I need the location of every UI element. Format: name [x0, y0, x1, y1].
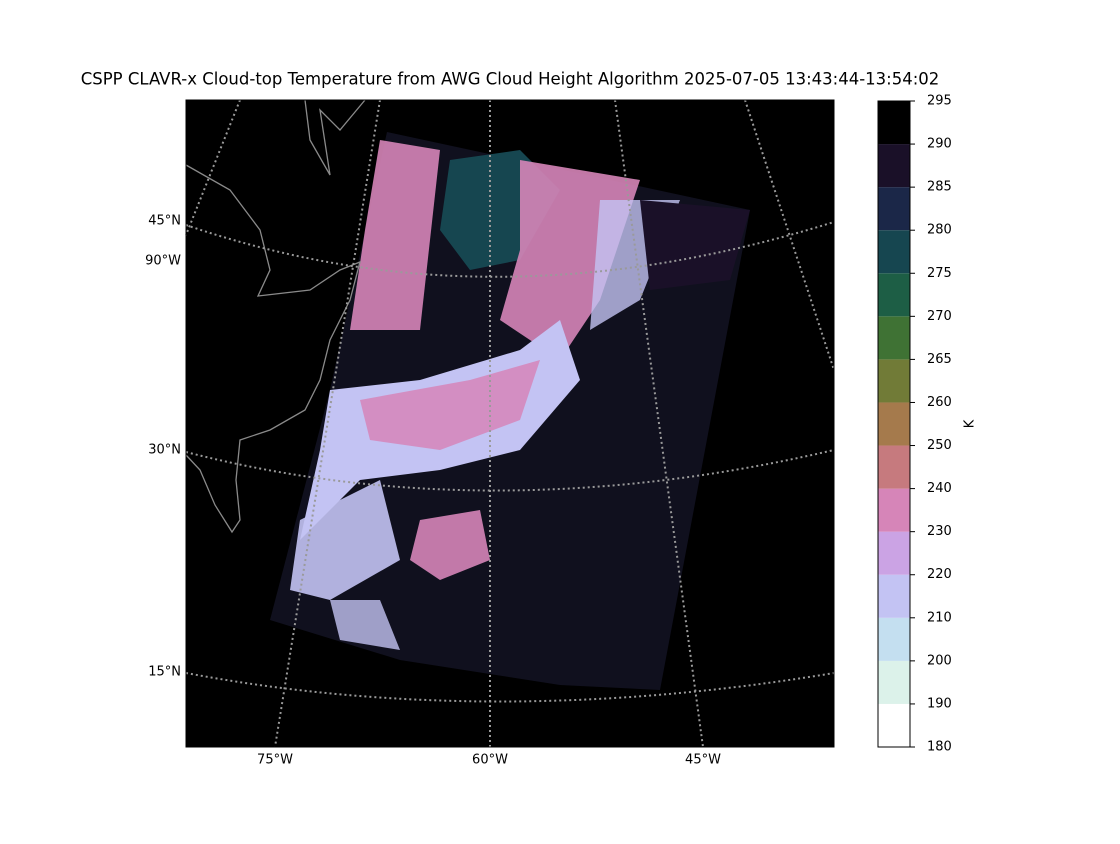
lon-label: 75°W: [257, 753, 293, 768]
colorbar-segment: [878, 187, 910, 231]
colorbar-segment: [878, 703, 910, 747]
lat-label: 15°N: [148, 665, 181, 680]
graticule: [744, 99, 835, 371]
colorbar-segment: [878, 488, 910, 532]
graticule: [185, 221, 835, 278]
colorbar-segment: [878, 531, 910, 575]
satellite-swath: [270, 132, 750, 690]
colorbar-tick-label: 295: [927, 94, 952, 109]
colorbar-segment: [878, 273, 910, 317]
colorbar-segment: [878, 617, 910, 661]
colorbar-tick-label: 220: [927, 567, 952, 582]
colorbar-frame: [877, 100, 911, 748]
title: CSPP CLAVR-x Cloud-top Temperature from …: [81, 70, 940, 89]
lat-label: 30°N: [148, 443, 181, 458]
colorbar-segment: [878, 359, 910, 403]
lon-label: 60°W: [472, 753, 508, 768]
graticule: [274, 99, 381, 748]
map-frame: [185, 99, 835, 748]
colorbar-tick-label: 210: [927, 610, 952, 625]
colorbar-tick-label: 180: [927, 740, 952, 755]
colorbar-segment: [878, 445, 910, 489]
lon-label: 90°W: [145, 254, 181, 269]
colorbar-segment: [878, 101, 910, 145]
colorbar-tick-label: 280: [927, 223, 952, 238]
coastline: [185, 164, 361, 534]
colorbar-tick-label: 265: [927, 352, 952, 367]
colorbar-label: K: [963, 419, 978, 428]
colorbar-segment: [878, 230, 910, 274]
colorbar-tick-label: 240: [927, 481, 952, 496]
colorbar-tick-label: 230: [927, 524, 952, 539]
colorbar-tick-label: 190: [927, 696, 952, 711]
colorbar-segment: [878, 660, 910, 704]
colorbar-segment: [878, 316, 910, 360]
colorbar-tick-label: 250: [927, 438, 952, 453]
graticule: [185, 672, 835, 703]
colorbar-tick-label: 290: [927, 137, 952, 152]
colorbar-tick-label: 260: [927, 395, 952, 410]
coastline: [304, 99, 366, 176]
graticule: [614, 99, 704, 748]
graticule: [185, 99, 241, 236]
lon-label: 45°W: [685, 753, 721, 768]
colorbar-tick-label: 200: [927, 653, 952, 668]
colorbar: 180 190 200 210 220 230 240 250 260 265 270 275 280 2…: [877, 94, 952, 755]
colorbar-segment: [878, 574, 910, 618]
colorbar-tick-label: 285: [927, 180, 952, 195]
colorbar-tick-label: 270: [927, 309, 952, 324]
colorbar-segment: [878, 402, 910, 446]
graticule: [185, 449, 835, 492]
lat-label: 45°N: [148, 214, 181, 229]
colorbar-segment: [878, 144, 910, 188]
colorbar-tick-label: 275: [927, 266, 952, 281]
